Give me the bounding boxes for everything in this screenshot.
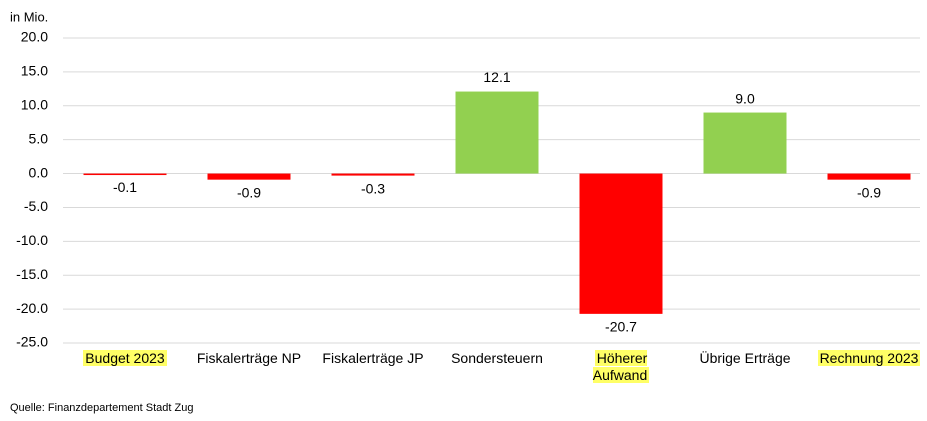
x-tick-label-box: Höherer Aufwand bbox=[549, 350, 693, 384]
y-tick-label: -20.0 bbox=[16, 300, 48, 316]
value-label: -20.7 bbox=[605, 319, 637, 335]
x-tick-label: Fiskalerträge JP bbox=[322, 350, 424, 366]
x-tick-label: Übrige Erträge bbox=[699, 350, 791, 366]
y-axis-label: in Mio. bbox=[10, 9, 48, 24]
value-label: 9.0 bbox=[735, 90, 755, 106]
y-tick-label: 0.0 bbox=[29, 164, 49, 180]
y-tick-label: 5.0 bbox=[29, 130, 49, 146]
y-tick-label: 15.0 bbox=[21, 63, 48, 79]
x-tick-label: Sondersteuern bbox=[451, 350, 543, 366]
x-tick-label-box: Übrige Erträge bbox=[673, 350, 817, 367]
y-tick-label: -10.0 bbox=[16, 232, 48, 248]
value-label: -0.9 bbox=[237, 184, 261, 200]
x-tick-label-box: Rechnung 2023 bbox=[797, 350, 927, 367]
bar bbox=[331, 173, 415, 176]
x-tick-label-box: Budget 2023 bbox=[53, 350, 197, 367]
y-tick-label: -15.0 bbox=[16, 266, 48, 282]
x-tick-label: Rechnung 2023 bbox=[817, 350, 921, 366]
x-tick-label: Budget 2023 bbox=[83, 350, 167, 366]
value-label: -0.3 bbox=[361, 180, 385, 196]
x-tick-label: Höherer Aufwand bbox=[592, 350, 650, 383]
x-tick-label: Fiskalerträge NP bbox=[196, 350, 302, 366]
bar bbox=[207, 173, 291, 180]
x-tick-label-box: Fiskalerträge NP bbox=[177, 350, 321, 367]
bar bbox=[703, 112, 787, 174]
y-tick-label: 20.0 bbox=[21, 29, 48, 45]
value-label: -0.9 bbox=[857, 184, 881, 200]
value-label: 12.1 bbox=[483, 69, 510, 85]
y-tick-label: 10.0 bbox=[21, 96, 48, 112]
bar bbox=[579, 173, 663, 314]
x-tick-label-box: Fiskalerträge JP bbox=[301, 350, 445, 367]
x-tick-label-box: Sondersteuern bbox=[425, 350, 569, 367]
value-label: -0.1 bbox=[113, 179, 137, 195]
source: Quelle: Finanzdepartement Stadt Zug bbox=[10, 402, 193, 414]
y-tick-label: -25.0 bbox=[16, 334, 48, 350]
y-tick-label: -5.0 bbox=[24, 198, 48, 214]
bar bbox=[455, 91, 539, 174]
bar bbox=[83, 173, 167, 176]
bar bbox=[827, 173, 911, 180]
